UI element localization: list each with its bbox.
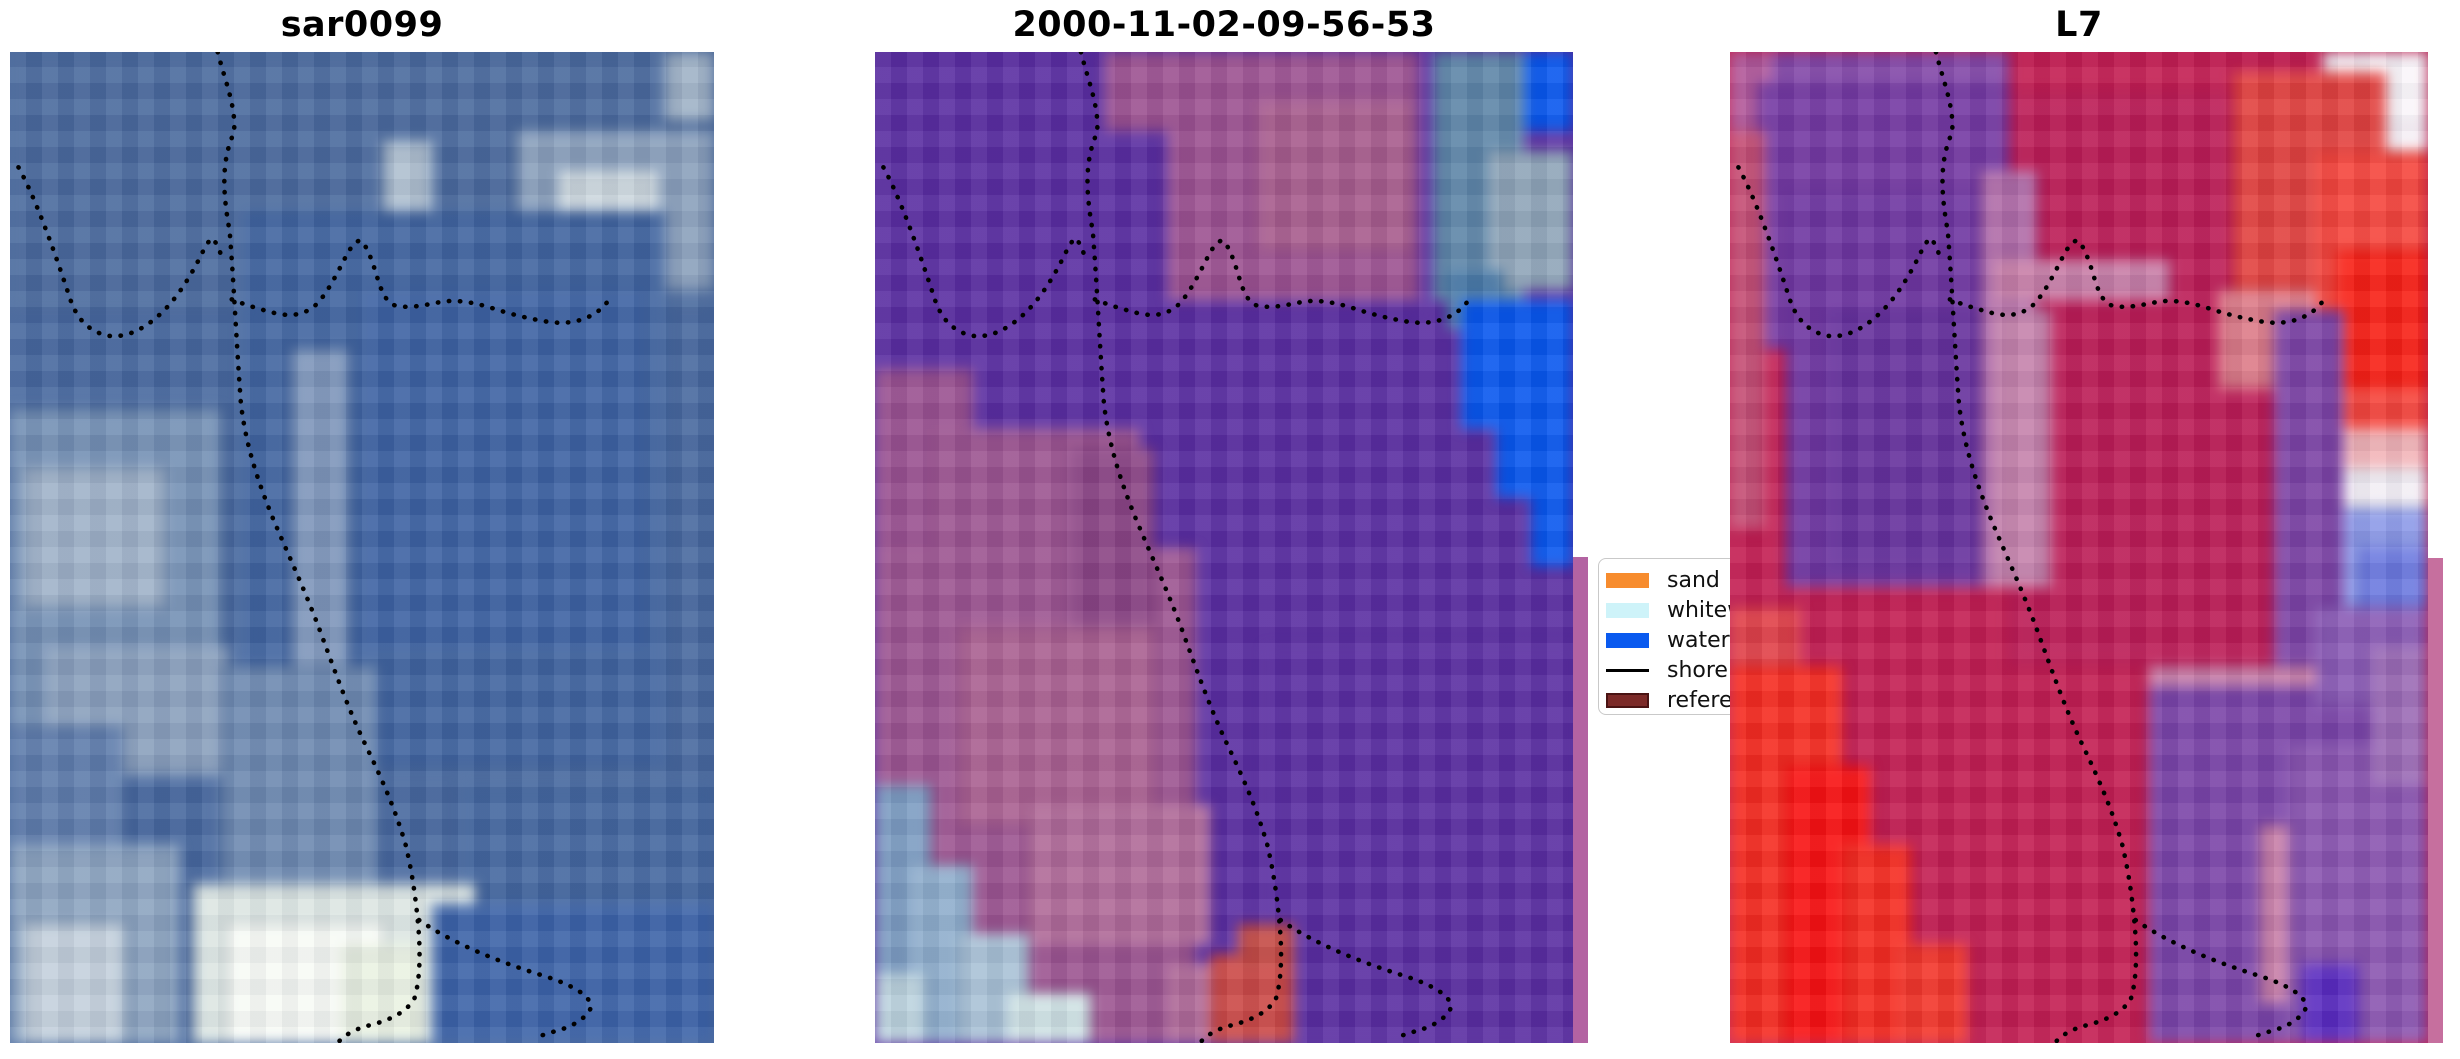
legend-label-sand: sand (1667, 567, 1720, 593)
image-region (1210, 953, 1294, 1043)
image-region (460, 785, 714, 905)
panel-image-sar0099 (10, 52, 714, 1043)
pixel-grid-overlay (875, 52, 1573, 1043)
image-region (1007, 993, 1092, 1043)
image-region (2302, 963, 2359, 1043)
image-region (1730, 131, 1765, 528)
panel-title-l7: L7 (2055, 5, 2103, 45)
image-region (1237, 924, 1294, 964)
image-region (1461, 299, 1573, 429)
overlay-strip-right-panel (2428, 558, 2443, 1043)
image-region (1995, 309, 2052, 588)
image-region (1531, 488, 1573, 568)
legend-swatch-reference (1606, 692, 1649, 708)
shoreline-path (881, 164, 1089, 339)
image-region (1496, 408, 1573, 498)
pixel-grid-overlay (1730, 52, 2428, 1043)
image-region (1105, 52, 1176, 132)
legend-item-sand: sand (1606, 565, 1833, 595)
image-region (2260, 824, 2289, 1004)
image-region (340, 943, 426, 1043)
shoreline-svg (1736, 52, 2327, 1043)
image-region (875, 973, 924, 1043)
shoreline-path (1736, 164, 1944, 339)
image-region (1524, 52, 1573, 132)
image-region (24, 924, 123, 1043)
panel-title-date: 2000-11-02-09-56-53 (1012, 5, 1436, 45)
legend-swatch-whitewater (1606, 602, 1649, 618)
shoreline-path (1092, 237, 1472, 325)
image-region (221, 666, 377, 905)
image-region (1489, 151, 1573, 290)
shoreline-path (16, 164, 225, 339)
image-region (362, 289, 644, 647)
overlay-strip-middle-panel (1573, 557, 1588, 1043)
shoreline-path (215, 52, 422, 1043)
image-region (1995, 260, 2170, 300)
image-region (1897, 943, 1968, 1043)
shoreline-svg (881, 52, 1472, 1043)
panel-title-sar0099: sar0099 (280, 5, 444, 45)
image-region (1265, 646, 1573, 1043)
shoreline-path (1278, 917, 1454, 1039)
image-region (1827, 309, 1982, 568)
image-region (2372, 646, 2428, 786)
image-regions (10, 52, 714, 1043)
shoreline-path (416, 917, 594, 1039)
legend-item-water: water (1606, 625, 1833, 655)
shoreline-path (2133, 917, 2309, 1039)
legend-swatch-shoreline (1606, 668, 1649, 672)
panel-image-classified (875, 52, 1573, 1043)
image-region (958, 626, 1155, 825)
image-region (1028, 805, 1211, 944)
legend-label-water: water (1667, 627, 1730, 653)
shoreline-svg (16, 52, 613, 1043)
shoreline-path (229, 237, 613, 325)
image-regions (875, 52, 1573, 1043)
shoreline-path (1078, 52, 1284, 1043)
pixel-grid-overlay (10, 52, 714, 1043)
image-region (24, 468, 165, 607)
image-region (1258, 101, 1413, 251)
panel-image-l7 (1730, 52, 2428, 1043)
image-regions (1730, 52, 2428, 1043)
shoreline-path (1933, 52, 2139, 1043)
image-region (432, 904, 714, 1043)
image-region (2337, 250, 2428, 389)
image-region (10, 725, 123, 865)
legend-swatch-water (1606, 632, 1649, 648)
shoreline-path (1947, 237, 2327, 325)
image-region (664, 52, 714, 122)
legend-swatch-sand (1606, 572, 1649, 588)
